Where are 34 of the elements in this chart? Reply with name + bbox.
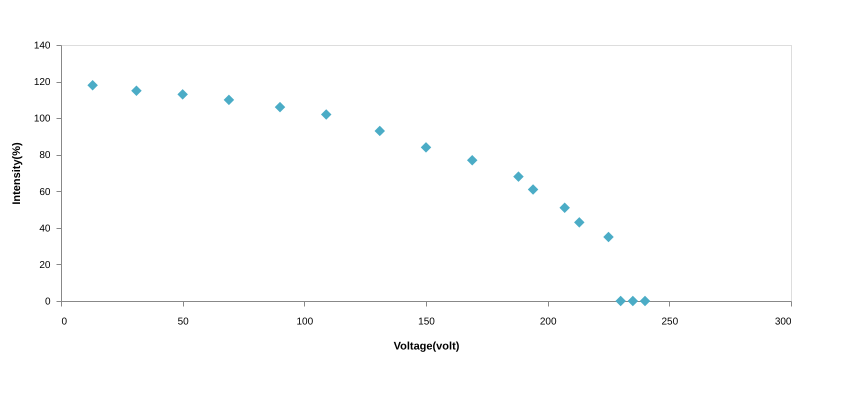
x-tick-label: 100 — [296, 316, 314, 328]
y-tick-label: 120 — [34, 77, 51, 88]
point — [131, 85, 142, 96]
point — [603, 232, 614, 242]
point — [559, 202, 570, 213]
point — [528, 184, 538, 195]
y-tick-label: 140 — [34, 40, 51, 52]
point — [274, 102, 286, 112]
point — [224, 94, 234, 106]
y-tick-label: 100 — [34, 114, 51, 125]
y-tick-label: 20 — [39, 260, 51, 271]
x-axis-title: Voltage(volt) — [394, 340, 460, 352]
point — [466, 154, 478, 166]
x-tick-label: 300 — [774, 316, 792, 328]
point — [628, 296, 638, 306]
point — [615, 296, 626, 306]
point — [320, 109, 332, 120]
y-tick-label: 80 — [39, 150, 51, 162]
x-tick-label: 0 — [62, 316, 68, 328]
x-tick-label: 150 — [418, 316, 436, 328]
y-tick-label: 0 — [44, 296, 51, 308]
point — [574, 217, 585, 228]
point — [177, 89, 188, 100]
y-axis-title: Intensity(%) — [10, 142, 23, 205]
point — [87, 80, 98, 90]
point — [420, 142, 432, 153]
point — [374, 126, 386, 136]
x-tick-label: 250 — [661, 316, 679, 328]
x-tick-label: 200 — [540, 316, 557, 328]
y-tick-label: 40 — [39, 223, 51, 234]
point — [513, 171, 524, 182]
point — [640, 296, 650, 306]
y-tick-label: 60 — [39, 186, 51, 198]
x-tick-label: 50 — [178, 316, 190, 328]
